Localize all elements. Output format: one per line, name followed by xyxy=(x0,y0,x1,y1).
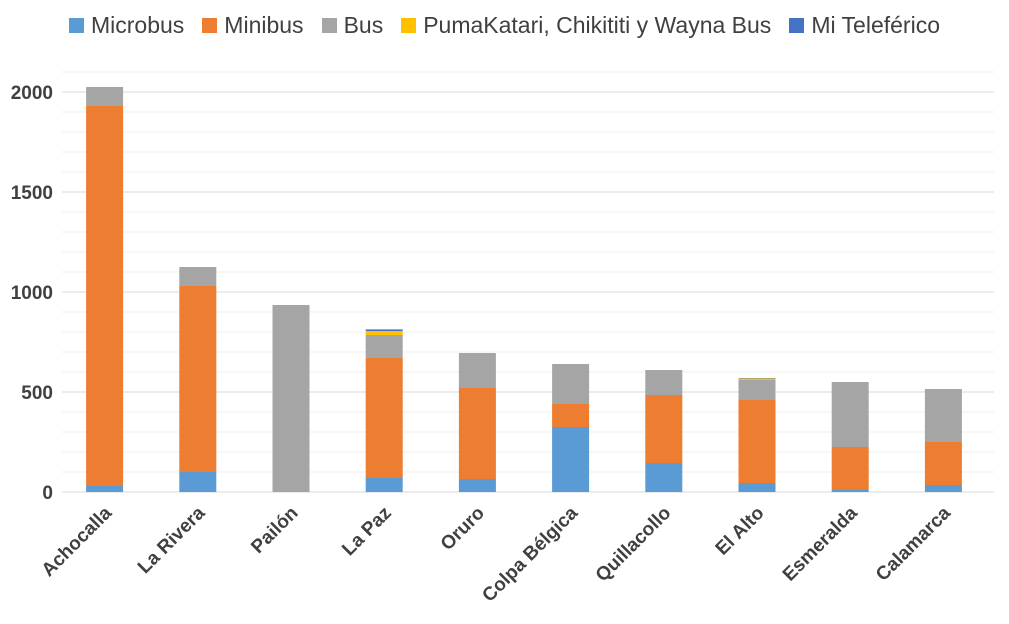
bar-segment-2 xyxy=(738,380,776,400)
bar-segment-4 xyxy=(365,329,403,331)
x-tick-label: Achocalla xyxy=(38,502,117,581)
bar-segment-0 xyxy=(365,478,403,492)
x-tick-label: Oruro xyxy=(437,503,489,555)
bar-segment-2 xyxy=(645,370,683,395)
x-tick-label: Quillacollo xyxy=(592,503,676,587)
bar-segment-3 xyxy=(365,331,403,335)
bar-segment-2 xyxy=(179,267,217,286)
x-tick-label: Esmeralda xyxy=(779,502,862,585)
x-tick-label: El Alto xyxy=(712,503,769,560)
bar-segment-2 xyxy=(272,305,310,492)
bar-segment-1 xyxy=(552,404,590,427)
bar-segment-1 xyxy=(924,442,962,485)
legend-swatch xyxy=(401,17,417,33)
y-tick-label: 2000 xyxy=(11,83,53,104)
legend-label: Minibus xyxy=(224,11,304,38)
legend-item-4: Mi Teleférico xyxy=(789,12,940,39)
bar-segment-1 xyxy=(645,395,683,463)
legend-label: PumaKatari, Chikititi y Wayna Bus xyxy=(423,11,772,38)
bar-segment-0 xyxy=(458,479,496,492)
bar-segment-2 xyxy=(365,335,403,358)
bar-segment-1 xyxy=(179,286,217,472)
legend-item-2: Bus xyxy=(321,11,384,39)
bar-segment-0 xyxy=(645,463,683,492)
bar-segment-0 xyxy=(831,490,869,492)
legend-item-0: Microbus xyxy=(68,11,185,39)
x-tick-label: Pailón xyxy=(247,503,302,558)
bar-segment-2 xyxy=(552,364,590,404)
y-tick-label: 1000 xyxy=(11,283,53,304)
bar-segment-0 xyxy=(86,486,124,492)
y-tick-label: 0 xyxy=(42,483,53,504)
bar-segment-0 xyxy=(179,472,217,492)
bar-segment-2 xyxy=(831,382,869,447)
bar-segment-0 xyxy=(738,483,776,492)
x-tick-label: La Rivera xyxy=(134,502,210,578)
legend-label: Mi Teleférico xyxy=(811,11,940,38)
legend-swatch xyxy=(321,17,337,33)
legend-item-3: PumaKatari, Chikititi y Wayna Bus xyxy=(401,12,771,39)
bar-segment-1 xyxy=(86,106,124,486)
y-tick-label: 1500 xyxy=(11,183,53,204)
bar-segment-3 xyxy=(738,378,776,380)
legend-item-1: Minibus xyxy=(202,11,304,39)
legend-swatch xyxy=(68,17,84,33)
legend-swatch xyxy=(202,17,218,33)
bar-segment-0 xyxy=(924,485,962,492)
legend-label: Bus xyxy=(343,11,384,38)
x-tick-label: Colpa Bélgica xyxy=(478,502,582,606)
bar-segment-1 xyxy=(831,447,869,490)
x-tick-label: Calamarca xyxy=(872,502,955,585)
legend: Microbus Minibus Bus PumaKatari, Chikititi … xyxy=(0,8,1009,42)
bar-segment-2 xyxy=(458,353,496,388)
bar-segment-0 xyxy=(552,427,590,492)
bar-segment-1 xyxy=(738,400,776,483)
y-tick-label: 500 xyxy=(21,383,53,404)
bar-segment-1 xyxy=(365,358,403,478)
x-tick-label: La Paz xyxy=(338,503,395,560)
legend-swatch xyxy=(789,17,805,33)
legend-label: Microbus xyxy=(90,11,185,38)
bar-segment-1 xyxy=(458,388,496,479)
bar-segment-2 xyxy=(924,389,962,442)
bar-segment-2 xyxy=(86,87,124,106)
